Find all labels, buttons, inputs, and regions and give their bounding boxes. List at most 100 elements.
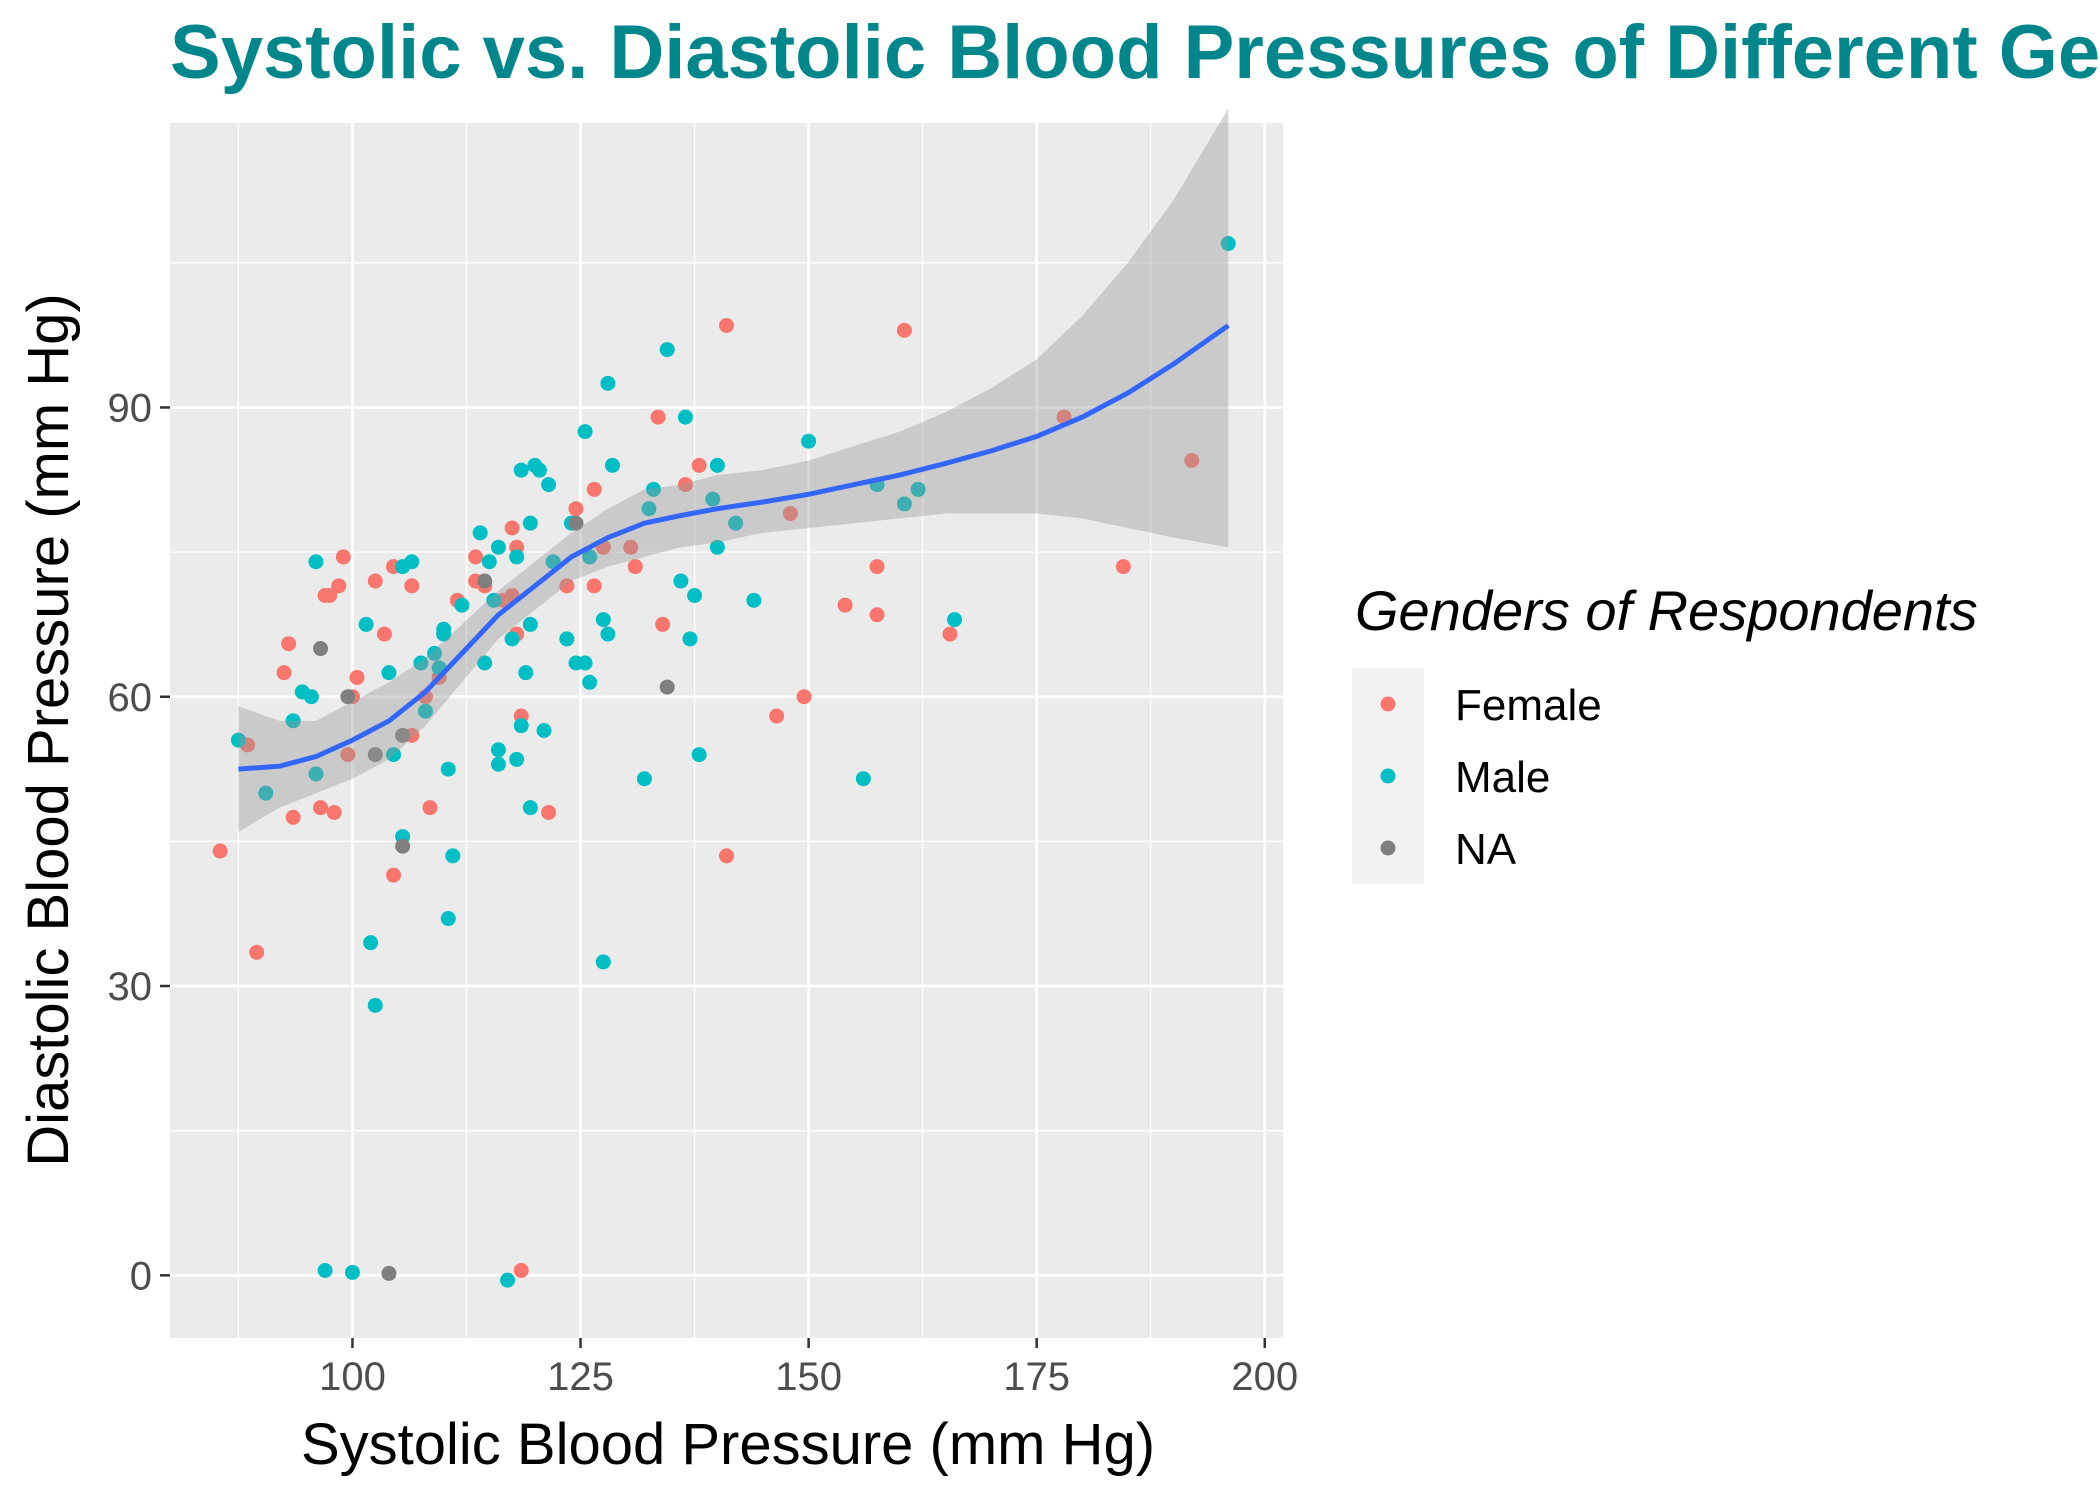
data-point <box>577 424 593 440</box>
data-point <box>285 809 301 825</box>
data-point <box>627 559 643 575</box>
confidence-ribbon <box>238 108 1229 832</box>
data-point <box>404 554 420 570</box>
data-point <box>1220 236 1236 252</box>
data-point <box>531 462 547 478</box>
data-point <box>427 645 443 661</box>
data-point <box>595 612 611 628</box>
legend-swatch-female <box>1380 696 1396 712</box>
data-point <box>947 612 963 628</box>
data-point <box>486 592 502 608</box>
data-point <box>440 761 456 777</box>
data-point <box>331 578 347 594</box>
data-point <box>472 525 488 541</box>
data-point <box>490 539 506 555</box>
data-point <box>454 597 470 613</box>
data-point <box>1115 559 1131 575</box>
data-point <box>600 375 616 391</box>
data-point <box>559 578 575 594</box>
data-point <box>249 944 265 960</box>
data-point <box>322 588 338 603</box>
data-point <box>308 554 324 570</box>
data-point <box>468 549 484 565</box>
data-point <box>709 539 725 555</box>
series-na <box>313 515 675 1281</box>
data-point <box>481 554 497 570</box>
data-point <box>568 515 584 531</box>
data-point <box>746 592 762 608</box>
data-point <box>659 342 675 358</box>
data-point <box>559 631 575 647</box>
data-point <box>677 409 693 425</box>
data-point <box>326 804 342 820</box>
y-axis-title: Diastolic Blood Pressure (mm Hg) <box>16 293 81 1166</box>
data-point <box>258 785 274 801</box>
data-point <box>518 665 534 681</box>
x-axis-title: Systolic Blood Pressure (mm Hg) <box>301 1412 1155 1477</box>
data-point <box>719 848 734 864</box>
data-point <box>212 843 228 859</box>
data-point <box>344 1264 360 1280</box>
data-point <box>395 838 411 854</box>
data-point <box>281 636 297 652</box>
data-point <box>335 549 351 565</box>
data-point <box>837 597 853 613</box>
data-point <box>769 708 785 724</box>
data-point <box>522 515 538 531</box>
data-point <box>636 771 652 787</box>
data-point <box>646 481 662 497</box>
legend-label-male: Male <box>1455 753 1550 802</box>
data-point <box>801 433 817 449</box>
data-point <box>641 501 657 517</box>
data-point <box>504 631 520 647</box>
data-point <box>577 655 593 671</box>
legend-title: Genders of Respondents <box>1355 579 1978 642</box>
data-point <box>796 689 812 705</box>
data-point <box>509 549 525 565</box>
plot-panel <box>170 108 1283 1338</box>
data-point <box>522 800 538 816</box>
data-point <box>367 997 383 1013</box>
data-point <box>445 848 461 864</box>
data-point <box>358 616 374 632</box>
x-tick-label: 100 <box>319 1355 386 1399</box>
y-tick-label: 0 <box>130 1254 152 1298</box>
data-point <box>541 477 557 493</box>
data-point <box>659 679 675 695</box>
data-point <box>582 674 598 690</box>
data-point <box>367 573 383 589</box>
y-tick-label: 60 <box>108 676 153 720</box>
data-point <box>276 665 292 681</box>
x-tick-label: 175 <box>1003 1355 1070 1399</box>
data-point <box>376 626 392 642</box>
data-point <box>381 665 397 681</box>
data-point <box>869 607 885 623</box>
legend-label-na: NA <box>1455 825 1517 874</box>
data-point <box>404 578 420 594</box>
data-point <box>386 867 402 883</box>
data-point <box>687 588 703 603</box>
data-point <box>1184 453 1200 468</box>
data-point <box>623 539 639 555</box>
data-point <box>303 689 319 705</box>
data-point <box>490 756 506 772</box>
data-point <box>513 1263 529 1278</box>
data-point <box>582 549 598 565</box>
data-point <box>536 723 552 738</box>
data-point <box>586 481 602 497</box>
legend-swatch-na <box>1380 840 1396 856</box>
data-point <box>308 766 324 782</box>
data-point <box>340 689 356 705</box>
x-tick-label: 150 <box>775 1355 842 1399</box>
data-point <box>855 771 871 787</box>
data-point <box>386 747 402 763</box>
data-point <box>395 727 411 743</box>
data-point <box>682 631 698 647</box>
data-point <box>719 318 734 333</box>
y-tick-label: 90 <box>108 386 153 430</box>
legend-items: Female Male NA <box>1380 681 1602 874</box>
data-point <box>673 573 689 589</box>
data-point <box>677 477 693 493</box>
data-point <box>313 641 329 657</box>
data-point <box>509 751 525 767</box>
